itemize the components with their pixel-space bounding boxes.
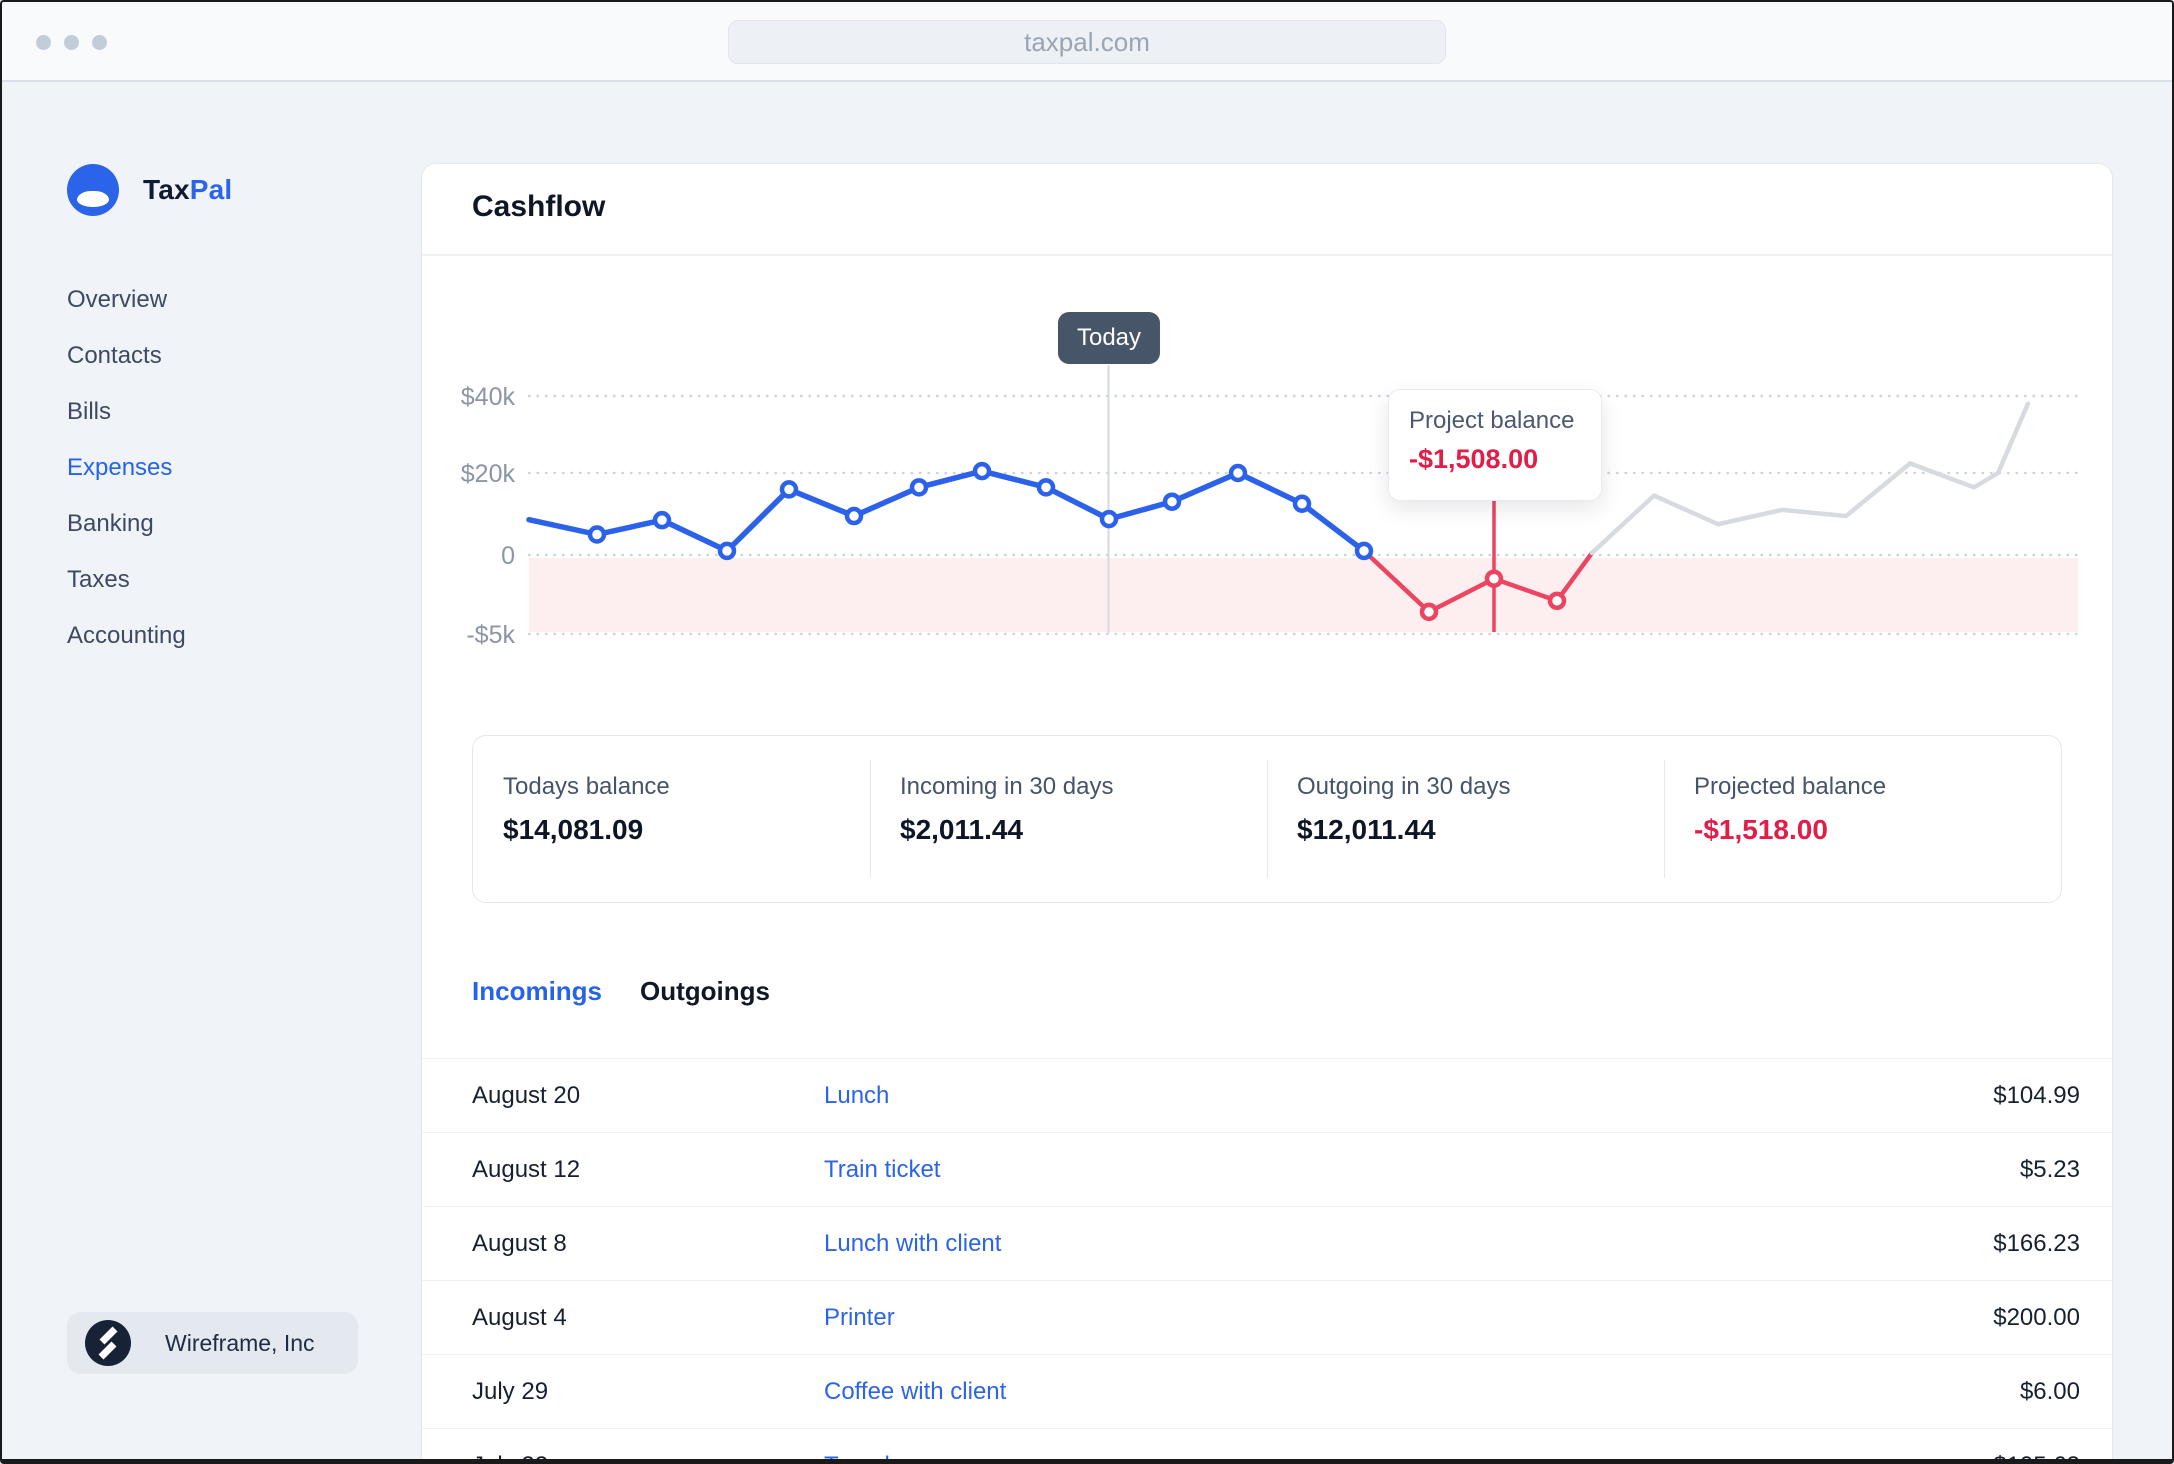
transaction-link[interactable]: Printer: [824, 1303, 895, 1331]
taxpal-brand[interactable]: TaxPal: [67, 164, 232, 216]
data-point-marker: [1547, 591, 1567, 611]
data-point-marker: [1484, 569, 1504, 588]
transaction-amount: $200.00: [1993, 1303, 2080, 1331]
transaction-link[interactable]: Travel: [824, 1452, 1993, 1460]
transaction-amount: $6.00: [2019, 1377, 2080, 1405]
sidebar-item-accounting[interactable]: Accounting: [67, 622, 186, 649]
transaction-link[interactable]: Lunch with client: [824, 1229, 1002, 1257]
data-point-marker: [1036, 478, 1056, 497]
cashflow-chart-canvas: $40k $20k 0 -$5k: [461, 365, 2080, 649]
today-badge: Today: [1057, 312, 1161, 364]
sidebar-item-taxes[interactable]: Taxes: [67, 566, 130, 593]
browser-toolbar: taxpal.com: [2, 2, 2172, 82]
transaction-date: August 4: [472, 1303, 567, 1331]
transaction-date: July 29: [472, 1377, 549, 1405]
stat-outgoing-in-30-days: Outgoing in 30 days $12,011.44: [1267, 736, 1664, 902]
chart-tooltip: Project balance -$1,508.00: [1388, 389, 1602, 501]
data-point-marker: [844, 506, 864, 526]
stat-label: Incoming in 30 days: [900, 773, 1114, 800]
window-control-dot[interactable]: [92, 35, 107, 50]
cashflow-card: Cashflow $40k $20k 0 -$5k Today Project bal…: [422, 164, 2112, 1460]
stat-label: Outgoing in 30 days: [1297, 773, 1511, 800]
tooltip-value: -$1,508.00: [1409, 444, 1539, 474]
stat-value: $12,011.44: [1297, 814, 1436, 845]
card-header: Cashflow: [422, 164, 2112, 256]
data-point-marker: [1099, 509, 1119, 529]
transaction-row: July 29 Coffee with client $6.00: [422, 1354, 2112, 1428]
y-axis-tick-label: 0: [501, 542, 515, 570]
sidebar-item-banking[interactable]: Banking: [67, 510, 154, 537]
data-point-marker: [717, 541, 737, 561]
stat-todays-balance: Todays balance $14,081.09: [473, 736, 870, 902]
stat-label: Todays balance: [503, 773, 670, 800]
y-axis-tick-label: -$5k: [466, 621, 515, 649]
tab-incomings[interactable]: Incomings: [472, 976, 603, 1006]
summary-stats: Todays balance $14,081.09 Incoming in 30 d…: [472, 735, 2062, 903]
transaction-row: August 12 Train ticket $5.23: [422, 1132, 2112, 1206]
transaction-tabs: Incomings Outgoings: [472, 976, 770, 1007]
data-point-marker: [1228, 463, 1248, 483]
transaction-date: August 8: [472, 1229, 567, 1257]
sidebar-item-overview[interactable]: Overview: [67, 286, 168, 313]
organization-switcher[interactable]: Wireframe, Inc: [67, 1312, 358, 1374]
page-title: Cashflow: [472, 190, 606, 223]
stat-value: $14,081.09: [503, 814, 644, 845]
window-control-dot[interactable]: [36, 35, 51, 50]
data-point-marker: [779, 480, 799, 499]
data-point-marker: [972, 461, 992, 481]
data-point-marker: [1419, 602, 1439, 622]
transaction-link[interactable]: Coffee with client: [824, 1377, 1007, 1405]
sidebar-nav: Overview Contacts Bills Expenses Banking Taxe…: [67, 272, 186, 664]
transaction-date: August 20: [472, 1081, 581, 1109]
data-point-marker: [652, 510, 672, 530]
sidebar-item-expenses[interactable]: Expenses: [67, 454, 173, 481]
transaction-link[interactable]: Train ticket: [824, 1155, 941, 1183]
transactions-table: August 20 Lunch $104.99 August 12 Train tick…: [422, 1058, 2112, 1460]
tab-outgoings[interactable]: Outgoings: [640, 976, 770, 1006]
stat-projected-balance: Projected balance -$1,518.00: [1664, 736, 2061, 902]
brand-name: TaxPal: [143, 174, 233, 205]
transaction-row: August 4 Printer $200.00: [422, 1280, 2112, 1354]
taxpal-logo-icon: [67, 164, 119, 216]
sidebar-item-bills[interactable]: Bills: [67, 398, 112, 425]
stat-label: Projected balance: [1694, 773, 1887, 800]
transaction-amount: $104.99: [1993, 1081, 2080, 1109]
window-control-dot[interactable]: [64, 35, 79, 50]
data-point-marker: [1354, 541, 1374, 561]
tooltip-title: Project balance: [1409, 407, 1575, 434]
transaction-link[interactable]: Lunch: [824, 1081, 890, 1109]
transaction-amount: $105.63: [1993, 1452, 2080, 1460]
url-bar[interactable]: taxpal.com: [728, 20, 1446, 64]
organization-logo-icon: [85, 1320, 131, 1366]
negative-region: [529, 558, 2078, 632]
sidebar-item-contacts[interactable]: Contacts: [67, 342, 162, 369]
transaction-row: August 20 Lunch $104.99: [422, 1058, 2112, 1132]
y-axis-tick-label: $40k: [461, 383, 516, 411]
data-point-marker: [1292, 494, 1312, 513]
cashflow-chart: $40k $20k 0 -$5k Today Project balance -$1,…: [422, 262, 2112, 702]
stat-value: -$1,518.00: [1694, 814, 1828, 845]
stat-incoming-in-30-days: Incoming in 30 days $2,011.44: [870, 736, 1267, 902]
stat-value: $2,011.44: [900, 814, 1024, 845]
organization-name: Wireframe, Inc: [165, 1329, 315, 1356]
series-actual-balance-line: [526, 468, 1367, 554]
window-controls: [36, 35, 107, 50]
data-point-marker: [1162, 492, 1182, 511]
transaction-row: July 22Travel$105.63: [422, 1428, 2112, 1460]
series-projected-recovery-line: [1589, 401, 2031, 556]
data-point-marker: [587, 525, 607, 544]
transaction-amount: $166.23: [1993, 1229, 2080, 1257]
transaction-row: August 8 Lunch with client $166.23: [422, 1206, 2112, 1280]
transaction-date: July 22: [472, 1452, 824, 1460]
transaction-amount: $5.23: [2019, 1155, 2080, 1183]
transaction-date: August 12: [472, 1155, 581, 1183]
y-axis-tick-label: $20k: [461, 460, 516, 488]
data-point-marker: [909, 478, 929, 497]
